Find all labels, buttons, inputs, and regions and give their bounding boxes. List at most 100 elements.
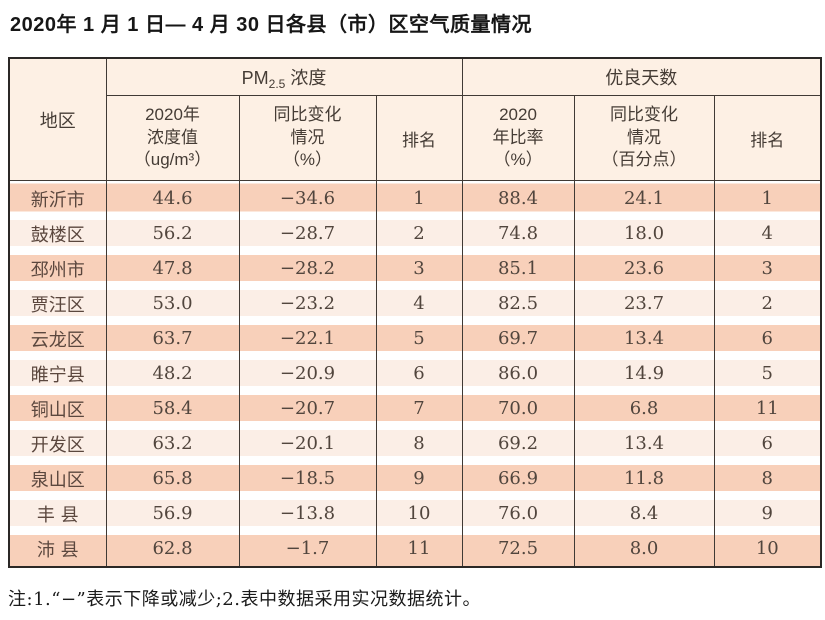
cell-good-change: 13.4	[573, 321, 715, 356]
cell-pm-value: 65.8	[105, 461, 240, 496]
cell-good-change: 6.8	[573, 391, 715, 426]
cell-pm-change: −13.8	[238, 496, 377, 531]
cell-region: 贾汪区	[8, 286, 107, 321]
footnote: 注:1.“−”表示下降或减少;2.表中数据采用实况数据统计。	[8, 589, 481, 610]
table-row: 贾汪区 53.0 −23.2 4 82.5 23.7 2	[8, 286, 822, 321]
cell-good-ratio: 88.4	[461, 180, 575, 216]
cell-pm-value: 47.8	[105, 251, 240, 286]
cell-pm-rank: 9	[375, 461, 463, 496]
cell-pm-change: −20.1	[238, 426, 377, 461]
header-pm-rank: 排名	[375, 95, 463, 181]
cell-good-ratio: 69.2	[461, 426, 575, 461]
cell-pm-rank: 6	[375, 356, 463, 391]
table-row: 沛 县 62.8 −1.7 11 72.5 8.0 10	[8, 531, 822, 567]
cell-pm-rank: 8	[375, 426, 463, 461]
cell-pm-rank: 2	[375, 216, 463, 251]
page-title: 2020年 1 月 1 日— 4 月 30 日各县（市）区空气质量情况	[10, 14, 533, 36]
pm25-label: PM2.5 浓度	[241, 67, 327, 91]
table-row: 睢宁县 48.2 −20.9 6 86.0 14.9 5	[8, 356, 822, 391]
cell-good-rank: 9	[713, 496, 822, 531]
cell-good-change: 18.0	[573, 216, 715, 251]
table-row: 开发区 63.2 −20.1 8 69.2 13.4 6	[8, 426, 822, 461]
table-row: 新沂市 44.6 −34.6 1 88.4 24.1 1	[8, 180, 822, 216]
cell-region: 云龙区	[8, 321, 107, 356]
header-good-change: 同比变化 情况 （百分点）	[573, 95, 715, 181]
cell-region: 丰 县	[8, 496, 107, 531]
cell-good-change: 11.8	[573, 461, 715, 496]
cell-good-ratio: 72.5	[461, 531, 575, 567]
cell-good-rank: 5	[713, 356, 822, 391]
cell-good-rank: 10	[713, 531, 822, 567]
cell-good-ratio: 76.0	[461, 496, 575, 531]
cell-pm-value: 63.2	[105, 426, 240, 461]
cell-region: 睢宁县	[8, 356, 107, 391]
header-pm-value: 2020年 浓度值 （ug/m³）	[105, 95, 240, 181]
header-group-good-days: 优良天数	[461, 58, 822, 96]
cell-good-change: 8.4	[573, 496, 715, 531]
table-row: 鼓楼区 56.2 −28.7 2 74.8 18.0 4	[8, 216, 822, 251]
cell-good-rank: 1	[713, 180, 822, 216]
cell-pm-change: −34.6	[238, 180, 377, 216]
cell-good-ratio: 74.8	[461, 216, 575, 251]
air-quality-table: 地区 PM2.5 浓度 优良天数 2020年 浓度值 （ug/m³） 同比变化 …	[8, 57, 823, 568]
cell-pm-change: −23.2	[238, 286, 377, 321]
cell-pm-value: 56.9	[105, 496, 240, 531]
cell-region: 铜山区	[8, 391, 107, 426]
cell-good-ratio: 69.7	[461, 321, 575, 356]
header-group-pm25: PM2.5 浓度	[105, 58, 463, 96]
cell-pm-rank: 1	[375, 180, 463, 216]
cell-region: 鼓楼区	[8, 216, 107, 251]
cell-pm-rank: 10	[375, 496, 463, 531]
table-row: 云龙区 63.7 −22.1 5 69.7 13.4 6	[8, 321, 822, 356]
table-row: 邳州市 47.8 −28.2 3 85.1 23.6 3	[8, 251, 822, 286]
cell-region: 开发区	[8, 426, 107, 461]
cell-pm-value: 44.6	[105, 180, 240, 216]
cell-good-change: 24.1	[573, 180, 715, 216]
table-row: 泉山区 65.8 −18.5 9 66.9 11.8 8	[8, 461, 822, 496]
cell-region: 新沂市	[8, 180, 107, 216]
cell-pm-value: 48.2	[105, 356, 240, 391]
cell-good-ratio: 85.1	[461, 251, 575, 286]
cell-good-ratio: 82.5	[461, 286, 575, 321]
cell-good-ratio: 86.0	[461, 356, 575, 391]
cell-pm-rank: 5	[375, 321, 463, 356]
header-good-ratio: 2020 年比率 （%）	[461, 95, 575, 181]
cell-pm-value: 63.7	[105, 321, 240, 356]
cell-good-change: 23.6	[573, 251, 715, 286]
cell-region: 泉山区	[8, 461, 107, 496]
cell-good-ratio: 70.0	[461, 391, 575, 426]
header-sub-row: 2020年 浓度值 （ug/m³） 同比变化 情况 （%） 排名 2020 年比…	[9, 95, 822, 181]
cell-good-rank: 8	[713, 461, 822, 496]
cell-good-change: 8.0	[573, 531, 715, 567]
cell-pm-value: 62.8	[105, 531, 240, 567]
cell-good-rank: 6	[713, 426, 822, 461]
cell-pm-value: 56.2	[105, 216, 240, 251]
table-row: 铜山区 58.4 −20.7 7 70.0 6.8 11	[8, 391, 822, 426]
cell-good-rank: 4	[713, 216, 822, 251]
cell-pm-value: 53.0	[105, 286, 240, 321]
cell-pm-change: −28.7	[238, 216, 377, 251]
header-region: 地区	[8, 58, 107, 181]
cell-pm-rank: 11	[375, 531, 463, 567]
cell-pm-change: −20.7	[238, 391, 377, 426]
cell-pm-change: −28.2	[238, 251, 377, 286]
header-pm-change: 同比变化 情况 （%）	[238, 95, 377, 181]
cell-good-rank: 11	[713, 391, 822, 426]
cell-pm-rank: 3	[375, 251, 463, 286]
cell-good-rank: 6	[713, 321, 822, 356]
header-group-row: 地区 PM2.5 浓度 优良天数	[8, 58, 822, 181]
cell-pm-change: −20.9	[238, 356, 377, 391]
cell-region: 邳州市	[8, 251, 107, 286]
cell-good-change: 23.7	[573, 286, 715, 321]
table-row: 丰 县 56.9 −13.8 10 76.0 8.4 9	[8, 496, 822, 531]
cell-pm-change: −18.5	[238, 461, 377, 496]
pm25-subscript: 2.5	[268, 76, 286, 91]
cell-good-rank: 2	[713, 286, 822, 321]
cell-good-change: 13.4	[573, 426, 715, 461]
cell-good-change: 14.9	[573, 356, 715, 391]
cell-pm-change: −1.7	[238, 531, 377, 567]
cell-pm-value: 58.4	[105, 391, 240, 426]
cell-good-ratio: 66.9	[461, 461, 575, 496]
cell-region: 沛 县	[8, 531, 107, 567]
cell-pm-rank: 7	[375, 391, 463, 426]
